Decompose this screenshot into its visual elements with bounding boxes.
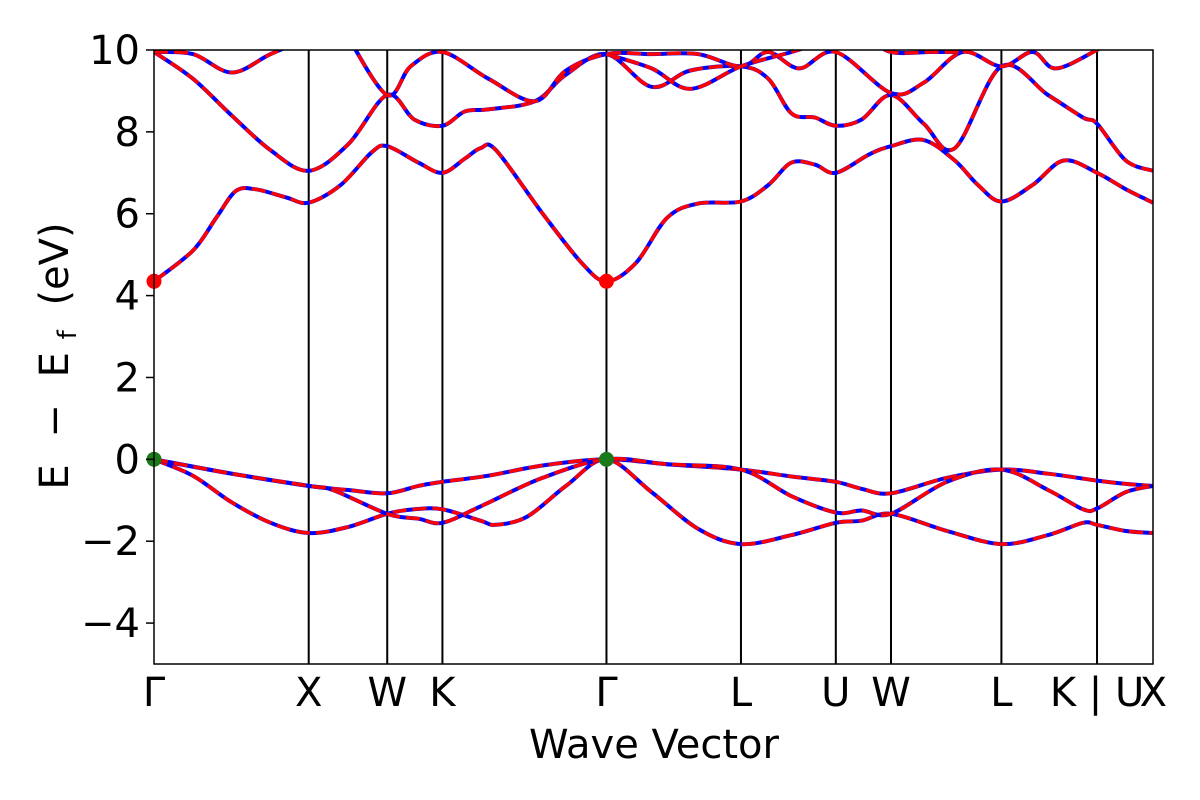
band-line [353,50,1101,103]
y-tick-label: 2 [115,355,140,401]
x-tick-label: L [990,670,1013,716]
y-label-e: E [32,464,78,489]
y-tick-label: 6 [115,192,140,238]
x-tick-label: W [871,670,911,716]
x-tick-label: Γ [143,670,166,716]
y-axis-title: E − E f (eV) [32,222,86,489]
y-tick-label: −2 [81,519,140,565]
y-tick-label: 4 [115,274,140,320]
y-tick-label: 8 [115,110,140,156]
band-edge-marker [598,273,614,289]
x-axis-title: Wave Vector [529,722,780,768]
band-line [154,137,1153,284]
x-tick-label: L [730,670,753,716]
band-lines [154,50,1153,547]
band-edge-marker [598,451,614,467]
x-tick-label: U [821,670,850,716]
x-tick-label: X [1140,670,1167,716]
x-tick-label: K [429,670,457,716]
y-axis-ticks: −4 −2 0 2 4 6 8 10 [81,28,154,647]
x-tick-label: K | U [1050,670,1144,716]
band-line [154,457,1153,546]
band-line [881,50,963,55]
band-line [605,50,804,91]
band-line [154,457,1153,526]
y-tick-label: 10 [89,28,140,74]
y-label-minus: − [32,404,78,438]
y-tick-label: 0 [115,437,140,483]
y-label-e2: E [32,352,78,377]
y-label-unit: (eV) [32,222,78,305]
band-edge-markers [146,273,614,467]
high-symmetry-lines [307,50,1099,664]
x-tick-label: Γ [595,670,618,716]
x-tick-label: W [367,670,407,716]
y-tick-label: −4 [81,601,140,647]
y-label-subscript: f [53,329,83,339]
band-line-dashed [154,137,1153,284]
x-tick-label: X [295,670,322,716]
plot-frame [153,49,1154,665]
band-line [154,50,285,75]
